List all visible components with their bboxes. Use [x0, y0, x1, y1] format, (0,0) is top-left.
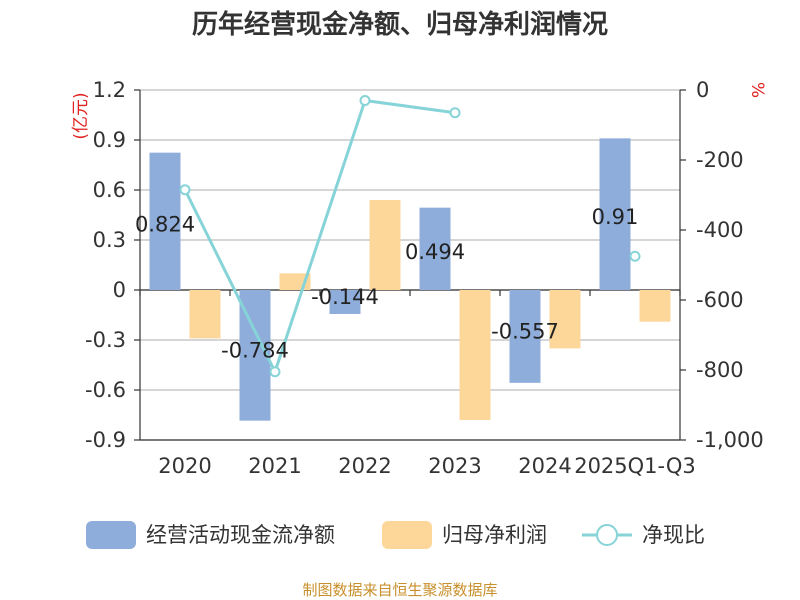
- data-label: -0.784: [221, 338, 289, 362]
- left-axis-unit: (亿元): [71, 92, 91, 139]
- left-tick-label: 0.3: [93, 228, 126, 252]
- right-tick-label: 0: [696, 78, 709, 102]
- data-label: 0.824: [135, 212, 195, 236]
- left-tick-label: -0.3: [85, 328, 126, 352]
- bar: [149, 152, 181, 290]
- bar: [549, 290, 581, 349]
- legend: 经营活动现金流净额 归母净利润 净现比: [86, 521, 705, 549]
- left-tick-label: 0.6: [93, 178, 126, 202]
- data-label: 0.91: [592, 205, 639, 229]
- right-tick-label: -400: [696, 218, 744, 242]
- x-tick-label: 2020: [158, 454, 211, 478]
- bar: [419, 207, 451, 290]
- left-tick-label: 1.2: [93, 78, 126, 102]
- ratio-point: [179, 184, 191, 196]
- bar: [639, 290, 671, 322]
- legend-marker: [596, 524, 618, 546]
- right-tick-label: -1,000: [696, 428, 764, 452]
- right-tick-label: -600: [696, 288, 744, 312]
- ratio-line-segment: [183, 98, 456, 376]
- ratio-point: [269, 366, 281, 378]
- chart-title: 历年经营现金净额、归母净利润情况: [192, 9, 608, 40]
- right-tick-label: -800: [696, 358, 744, 382]
- line-series: [179, 95, 641, 378]
- bar: [459, 290, 491, 420]
- legend-label: 归母净利润: [442, 523, 547, 547]
- ratio-point: [629, 250, 641, 262]
- data-labels: 0.824 -0.784 -0.144 0.494 -0.557 0.91: [135, 205, 638, 362]
- ratio-point: [359, 95, 371, 106]
- x-tick-label: 2025Q1-Q3: [574, 454, 696, 478]
- right-tick-label: -200: [696, 148, 744, 172]
- bar: [189, 290, 221, 339]
- data-label: 0.494: [405, 240, 465, 264]
- x-tick-label: 2023: [428, 454, 481, 478]
- ratio-point: [449, 107, 461, 119]
- axes: 1.2 0.9 0.6 0.3 0 -0.3 -0.6 -0.9 (亿元) 0 -200 -400 -6…: [71, 78, 767, 478]
- legend-swatch: [382, 521, 432, 549]
- bar: [369, 200, 401, 290]
- data-label: -0.144: [311, 285, 379, 309]
- legend-swatch: [86, 521, 136, 549]
- x-tick-label: 2021: [248, 454, 301, 478]
- bar: [509, 290, 541, 383]
- bar: [329, 290, 361, 314]
- left-tick-label: 0.9: [93, 128, 126, 152]
- x-tick-label: 2022: [338, 454, 391, 478]
- right-axis-unit: %: [747, 82, 767, 98]
- left-tick-label: 0: [113, 278, 126, 302]
- x-tick-label: 2024: [518, 454, 571, 478]
- legend-label: 经营活动现金流净额: [146, 523, 335, 547]
- left-tick-label: -0.9: [85, 428, 126, 452]
- bars: [149, 138, 671, 421]
- legend-label: 净现比: [642, 523, 705, 547]
- bar: [599, 138, 631, 290]
- data-label: -0.557: [491, 319, 559, 343]
- left-tick-label: -0.6: [85, 378, 126, 402]
- source-note: 制图数据来自恒生聚源数据库: [302, 581, 497, 599]
